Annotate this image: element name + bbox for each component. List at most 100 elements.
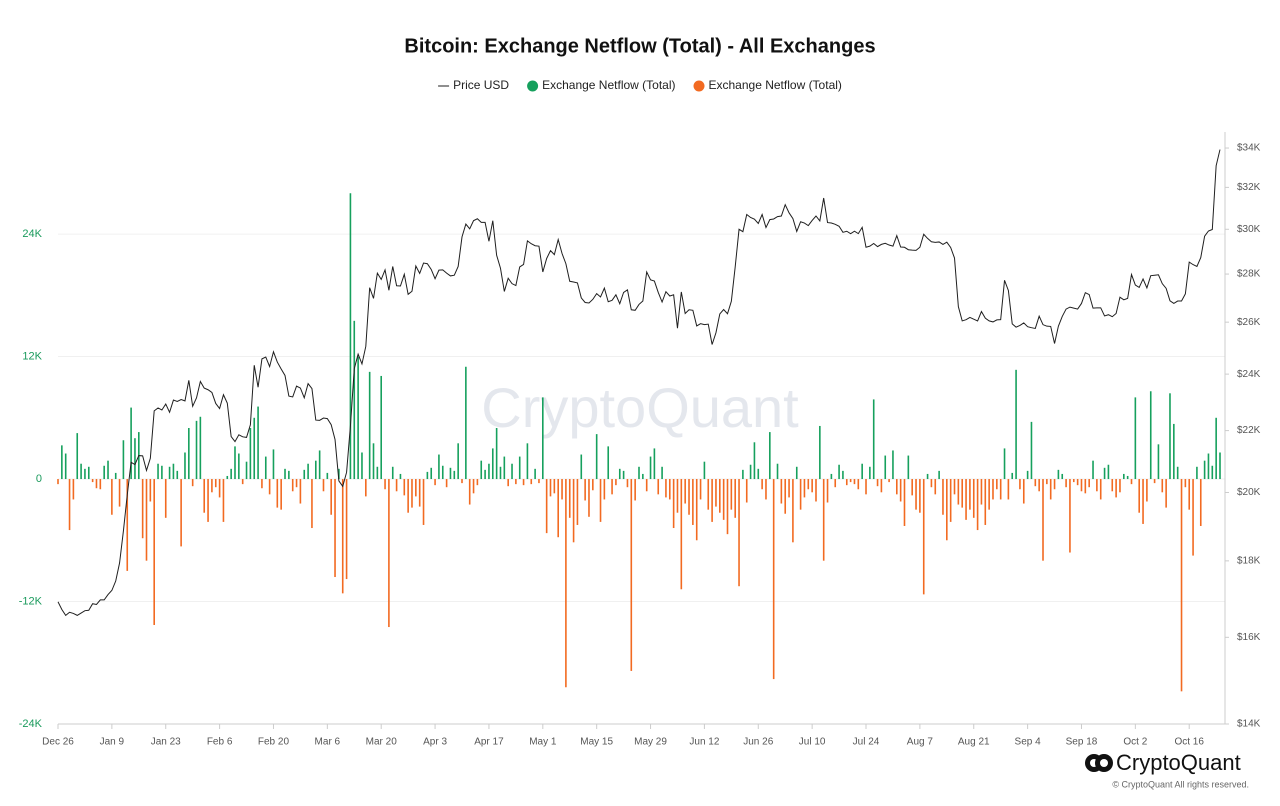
bar <box>1161 479 1164 493</box>
x-tick-label: Oct 2 <box>1123 737 1147 748</box>
bar <box>545 479 548 534</box>
bar <box>214 479 217 488</box>
bar <box>272 449 275 480</box>
y-tick-label: -12K <box>19 595 43 607</box>
bar <box>449 467 452 480</box>
bar <box>1184 479 1187 488</box>
bar <box>903 479 906 526</box>
logo-icon <box>1100 759 1108 767</box>
bar <box>149 479 152 502</box>
bar <box>969 479 971 510</box>
bar <box>753 442 756 480</box>
bar <box>607 446 610 480</box>
bar <box>1084 479 1087 494</box>
bar <box>676 479 679 513</box>
x-tick-label: Jun 12 <box>689 737 719 748</box>
bar <box>922 479 925 595</box>
bar <box>57 479 59 485</box>
x-tick-label: Jan 9 <box>100 737 125 748</box>
bar <box>1065 479 1067 488</box>
bar <box>834 479 837 488</box>
bar <box>776 463 779 480</box>
bar <box>418 479 421 507</box>
bar <box>180 479 182 547</box>
bar <box>1069 479 1071 553</box>
plot-area: CryptoQuant -24K -12K 0 12K 24K $14K $16K $18K $2… <box>19 132 1261 748</box>
bar <box>822 479 825 561</box>
watermark: CryptoQuant <box>481 376 799 439</box>
bar <box>68 479 71 531</box>
bar <box>869 466 871 480</box>
bar <box>826 479 829 503</box>
bar <box>1199 479 1202 526</box>
y2-tick-label: $22K <box>1237 425 1261 436</box>
y2-tick-label: $34K <box>1237 143 1261 154</box>
bar <box>830 473 833 480</box>
bar <box>172 463 175 480</box>
bar <box>853 479 856 485</box>
bar <box>942 479 944 515</box>
bar <box>684 479 686 504</box>
bar <box>264 456 267 480</box>
bar <box>388 479 390 628</box>
bar <box>153 479 155 625</box>
bar <box>476 479 479 486</box>
bar <box>141 479 144 539</box>
legend-label: Price USD <box>453 78 509 92</box>
bar <box>499 466 502 480</box>
bar <box>291 479 294 492</box>
bar <box>1046 479 1048 485</box>
bar <box>538 479 540 484</box>
bar <box>95 479 98 489</box>
bar <box>742 469 744 480</box>
bar <box>1119 479 1121 493</box>
bar <box>1196 466 1198 480</box>
bar <box>1169 393 1171 480</box>
bar <box>1176 466 1179 480</box>
bar <box>1053 479 1056 490</box>
legend-label: Exchange Netflow (Total) <box>542 78 675 92</box>
bar <box>1111 479 1114 492</box>
bar <box>703 461 706 480</box>
bar <box>1130 479 1133 485</box>
bar <box>441 465 444 480</box>
bar <box>1057 469 1060 480</box>
bar <box>176 470 179 480</box>
bar <box>715 479 717 507</box>
bar <box>861 463 863 480</box>
bar <box>1180 479 1183 692</box>
bar <box>1207 453 1210 480</box>
bar <box>907 455 910 480</box>
bar <box>1219 452 1221 480</box>
bar <box>649 456 652 480</box>
bar <box>934 479 937 495</box>
bar <box>946 479 948 541</box>
bar <box>380 375 383 480</box>
bar <box>949 479 952 522</box>
bar <box>468 479 471 505</box>
bar <box>188 428 190 480</box>
bar <box>638 466 640 480</box>
bar <box>1165 479 1167 508</box>
bar <box>87 466 90 480</box>
bar <box>984 479 987 525</box>
bar <box>353 320 356 480</box>
x-tick-label: Sep 18 <box>1066 737 1098 748</box>
bar <box>1157 444 1160 480</box>
bar <box>819 425 821 480</box>
bar <box>422 479 425 525</box>
bar <box>953 479 956 495</box>
bar <box>1007 479 1010 500</box>
bar <box>361 452 363 480</box>
bar <box>1188 479 1191 510</box>
legend-item: Price USD <box>438 78 509 92</box>
bar <box>595 434 598 480</box>
bar <box>453 470 456 480</box>
bar <box>618 468 621 480</box>
bar <box>888 479 890 483</box>
bar <box>249 428 252 480</box>
bar <box>114 472 117 480</box>
bar <box>884 455 887 480</box>
bar <box>368 371 371 480</box>
